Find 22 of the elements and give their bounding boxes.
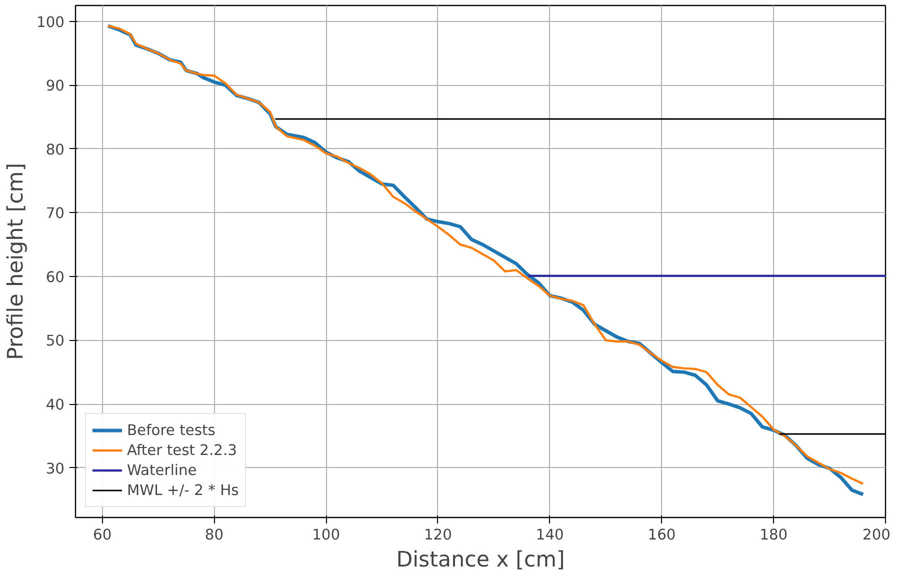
y-tick-label: 80 [46,141,65,158]
legend-label: Before tests [127,422,216,438]
y-tick-label: 30 [46,460,65,478]
x-tick-label: 140 [536,526,564,544]
x-tick-label: 100 [312,526,340,544]
y-tick-label: 100 [36,14,65,31]
x-tick-label: 80 [204,526,224,544]
y-tick-label: 60 [46,268,65,286]
y-tick-label: 70 [46,205,65,222]
x-tick-label: 60 [93,526,112,544]
x-tick-label: 160 [648,526,676,544]
x-tick-label: 120 [424,526,452,544]
legend-label: Waterline [127,462,197,478]
x-tick-label: 200 [862,526,891,544]
legend-label: After test 2.2.3 [127,442,237,458]
y-axis-title: Profile height [cm] [4,162,29,360]
y-tick-label: 50 [46,332,65,350]
x-axis-title: Distance x [cm] [396,548,565,572]
x-tick-label: 180 [760,526,788,544]
y-tick-label: 40 [46,396,65,414]
legend-label: MWL +/- 2 * Hs [127,482,239,498]
y-tick-label: 90 [46,78,65,95]
